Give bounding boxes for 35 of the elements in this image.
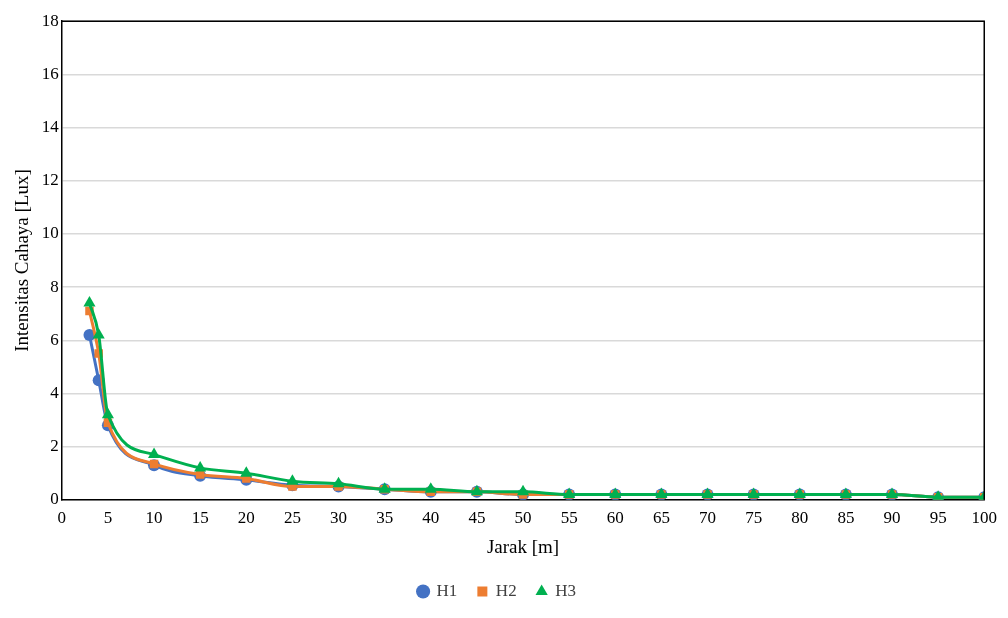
x-tick-label: 10	[145, 508, 163, 528]
legend-label: H1	[436, 580, 458, 600]
legend-label: H2	[495, 580, 517, 600]
x-tick-label: 45	[468, 508, 486, 528]
x-tick-label: 75	[745, 508, 763, 528]
x-tick-label: 65	[652, 508, 670, 528]
y-tick-label: 4	[50, 382, 60, 402]
x-axis-title: Jarak [m]	[486, 535, 560, 557]
y-tick-label: 12	[41, 170, 59, 190]
y-tick-label: 6	[50, 329, 59, 349]
x-tick-label: 70	[699, 508, 717, 528]
y-tick-label: 10	[41, 223, 59, 243]
x-tick-label: 80	[791, 508, 809, 528]
x-tick-label: 95	[929, 508, 947, 528]
x-tick-label: 90	[883, 508, 901, 528]
legend-label: H3	[555, 580, 576, 600]
x-tick-label: 60	[606, 508, 624, 528]
x-tick-label: 55	[560, 508, 578, 528]
x-tick-label: 85	[837, 508, 855, 528]
x-tick-label: 15	[191, 508, 209, 528]
x-tick-label: 5	[103, 508, 113, 528]
y-axis-title: Intensitas Cahaya [Lux]	[11, 169, 33, 352]
y-tick-label: 14	[41, 117, 60, 137]
y-tick-label: 18	[41, 10, 59, 30]
x-tick-label: 50	[514, 508, 532, 528]
x-tick-label: 25	[283, 508, 301, 528]
y-tick-label: 8	[50, 276, 59, 296]
x-tick-label: 30	[330, 508, 348, 528]
y-tick-label: 2	[50, 436, 59, 456]
y-tick-label: 16	[41, 63, 59, 83]
x-tick-label: 20	[237, 508, 255, 528]
x-tick-label: 100	[971, 508, 997, 528]
x-tick-label: 40	[422, 508, 440, 528]
x-tick-label: 35	[376, 508, 394, 528]
y-tick-label: 0	[50, 489, 59, 509]
